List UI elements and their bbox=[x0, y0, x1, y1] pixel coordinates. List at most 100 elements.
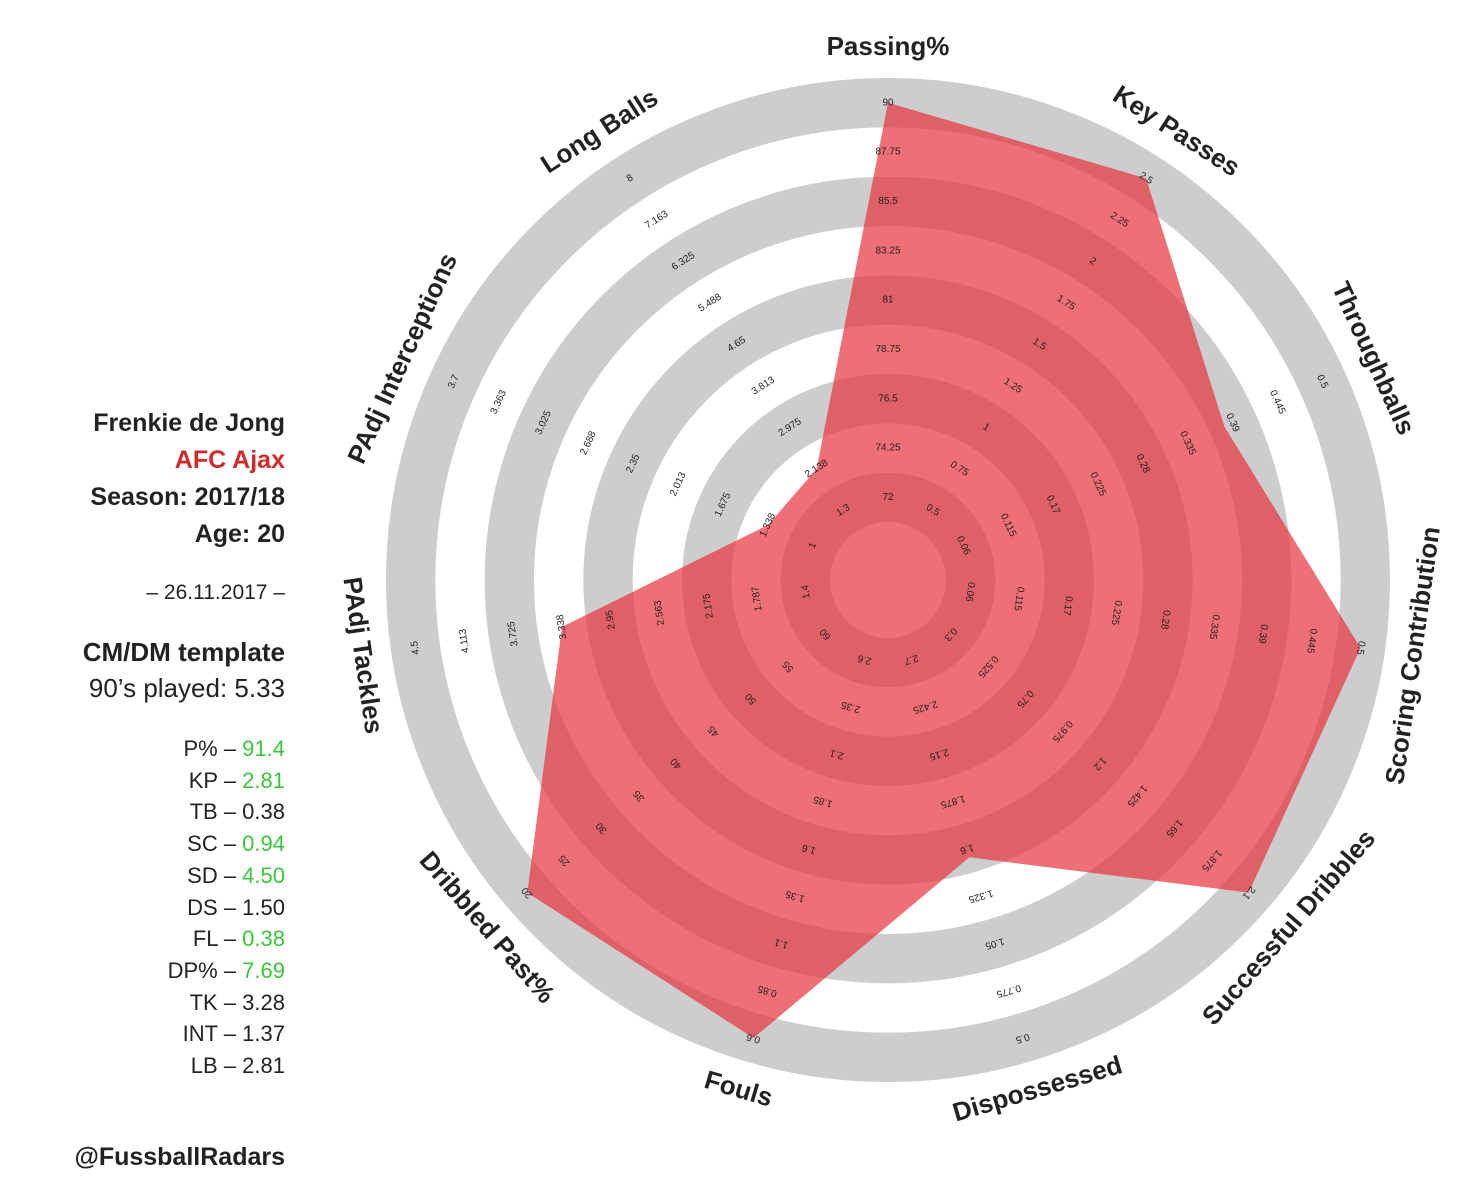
stat-row: P% – 91.4 bbox=[20, 733, 285, 765]
date-label: – 26.11.2017 – bbox=[146, 581, 285, 604]
tick-label: 2.563 bbox=[653, 599, 668, 626]
tick-label: 0.85 bbox=[756, 982, 778, 998]
stat-value: 2.81 bbox=[242, 1053, 285, 1079]
tick-label: 1 bbox=[807, 541, 819, 551]
tick-label: 0.06 bbox=[963, 581, 977, 602]
stat-row: SC – 0.94 bbox=[20, 828, 285, 860]
stat-row: INT – 1.37 bbox=[20, 1018, 285, 1050]
tick-label: 87.75 bbox=[875, 147, 900, 158]
tick-label: 2.15 bbox=[928, 746, 950, 762]
tick-label: 1.6 bbox=[958, 841, 975, 856]
tick-label: 0.445 bbox=[1304, 628, 1319, 655]
age-label: Age: 20 bbox=[194, 520, 285, 548]
tick-label: 0.335 bbox=[1207, 614, 1222, 641]
player-name: Frenkie de Jong bbox=[93, 409, 285, 437]
tick-label: 4.5 bbox=[409, 640, 422, 656]
stat-value: 2.81 bbox=[242, 767, 285, 793]
player-info-panel: Frenkie de Jong AFC Ajax Season: 2017/18… bbox=[20, 405, 285, 1082]
tick-label: 0.28 bbox=[1158, 609, 1172, 630]
tick-label: 8 bbox=[625, 172, 636, 184]
tick-label: 0.775 bbox=[995, 982, 1023, 1000]
tick-label: 1.85 bbox=[812, 793, 834, 809]
tick-label: 1.05 bbox=[983, 935, 1005, 951]
tick-label: 3.7 bbox=[446, 373, 462, 391]
tick-label: 85.5 bbox=[878, 196, 898, 207]
stat-value: 4.50 bbox=[242, 862, 285, 888]
stat-value: 0.38 bbox=[242, 926, 285, 952]
tick-label: 3.725 bbox=[506, 620, 521, 647]
stat-label: DS – bbox=[187, 894, 243, 920]
tick-label: 3.338 bbox=[555, 613, 570, 640]
tick-label: 0.225 bbox=[1109, 600, 1124, 627]
tick-label: 1.1 bbox=[773, 936, 790, 951]
radar-polygon-layer bbox=[527, 102, 1361, 1038]
stat-value: 3.28 bbox=[242, 989, 285, 1015]
tick-label: 2.95 bbox=[604, 609, 618, 630]
tick-label: 2.1 bbox=[828, 747, 845, 762]
tick-label: 76.5 bbox=[878, 393, 898, 404]
tick-label: 78.75 bbox=[875, 344, 900, 355]
team-name: AFC Ajax bbox=[174, 446, 285, 474]
tick-label: 0.39 bbox=[1256, 623, 1270, 644]
stat-row: FL – 0.38 bbox=[20, 923, 285, 955]
stat-value: 0.38 bbox=[242, 799, 285, 825]
stat-label: P% – bbox=[183, 736, 243, 761]
stat-row: DS – 1.50 bbox=[20, 892, 285, 924]
tick-label: 1.6 bbox=[800, 841, 817, 856]
tick-label: 2.6 bbox=[856, 652, 873, 667]
tick-label: 2.688 bbox=[578, 429, 599, 457]
tick-label: 1.325 bbox=[967, 887, 995, 905]
tick-label: 1 bbox=[981, 421, 992, 433]
stat-label: TB – bbox=[189, 799, 243, 825]
tick-label: 81 bbox=[882, 295, 894, 306]
radar-ring bbox=[386, 78, 1390, 1082]
tick-label: 1.4 bbox=[800, 584, 813, 600]
stat-value: 0.94 bbox=[242, 831, 285, 857]
tick-label: 0.17 bbox=[1060, 595, 1074, 616]
stat-value: 91.4 bbox=[242, 736, 285, 761]
tick-label: 2.013 bbox=[668, 470, 689, 498]
tick-label: 1.787 bbox=[750, 585, 765, 612]
axis-title: Passing% bbox=[827, 31, 950, 61]
tick-label: 3.363 bbox=[489, 388, 510, 416]
stat-row: SD – 4.50 bbox=[20, 860, 285, 892]
stat-label: TK – bbox=[189, 989, 243, 1015]
tick-label: 5.488 bbox=[697, 291, 724, 314]
stat-label: LB – bbox=[190, 1053, 243, 1079]
stat-label: INT – bbox=[182, 1021, 243, 1047]
stat-label: SC – bbox=[187, 831, 243, 857]
tick-label: 4.113 bbox=[457, 628, 471, 654]
stat-label: KP – bbox=[188, 767, 243, 793]
stat-row: TK – 3.28 bbox=[20, 987, 285, 1019]
tick-label: 2.175 bbox=[701, 592, 716, 619]
axis-title: PAdj Tackles bbox=[337, 575, 389, 736]
tick-label: 3.813 bbox=[750, 374, 777, 397]
stat-label: DP% – bbox=[167, 957, 243, 983]
tick-label: 0.5 bbox=[1314, 373, 1330, 391]
tick-label: 2.7 bbox=[903, 652, 920, 667]
stat-row: DP% – 7.69 bbox=[20, 955, 285, 987]
stat-label: SD – bbox=[187, 862, 243, 888]
tick-label: 0.445 bbox=[1267, 389, 1288, 417]
tick-label: 0.5 bbox=[1014, 1031, 1031, 1046]
stat-row: LB – 2.81 bbox=[20, 1050, 285, 1082]
stat-label: FL – bbox=[192, 926, 243, 952]
template-label: CM/DM template bbox=[82, 637, 285, 667]
played-label: 90’s played: 5.33 bbox=[88, 673, 285, 703]
tick-label: 2.35 bbox=[840, 698, 862, 714]
stat-list: P% – 91.4 KP – 2.81 TB – 0.38 SC – 0.94 SD –… bbox=[20, 733, 285, 1082]
tick-label: 2 bbox=[1087, 255, 1098, 267]
tick-label: 0.115 bbox=[1011, 586, 1025, 612]
tick-label: 0.6 bbox=[745, 1031, 762, 1046]
tick-label: 90 bbox=[882, 97, 894, 108]
stat-row: KP – 2.81 bbox=[20, 765, 285, 797]
stat-value: 1.50 bbox=[242, 894, 285, 920]
credit-handle: @FussballRadars bbox=[74, 1143, 285, 1171]
tick-label: 83.25 bbox=[875, 245, 900, 256]
tick-label: 72 bbox=[882, 492, 894, 503]
axis-title: Fouls bbox=[701, 1064, 776, 1112]
radar-data-polygon bbox=[527, 102, 1361, 1038]
tick-label: 74.25 bbox=[875, 443, 900, 454]
stat-value: 1.37 bbox=[242, 1021, 285, 1047]
